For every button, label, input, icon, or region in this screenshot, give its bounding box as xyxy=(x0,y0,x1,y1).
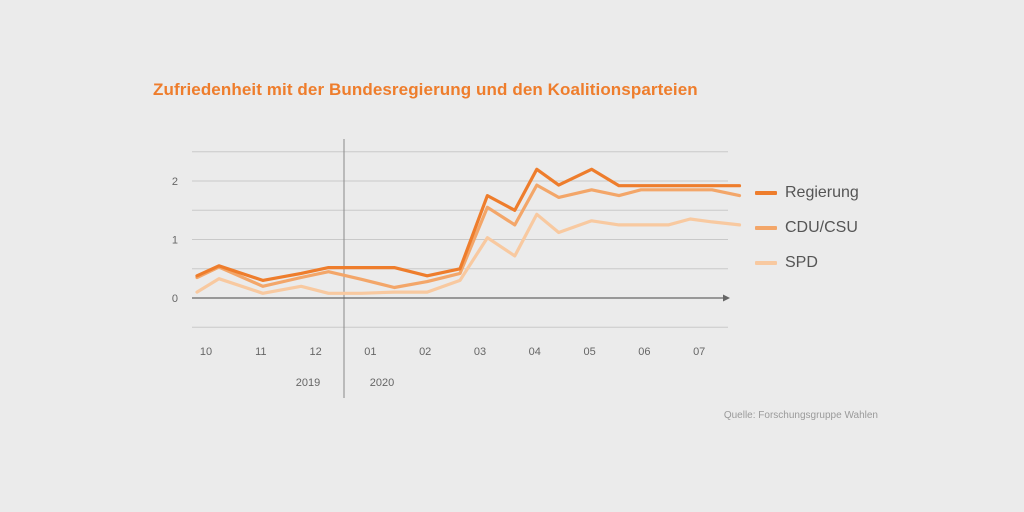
legend-label-regierung: Regierung xyxy=(785,183,859,201)
year-label: 2019 xyxy=(296,377,320,389)
legend-label-spd: SPD xyxy=(785,253,818,271)
year-label: 2020 xyxy=(370,377,394,389)
x-tick-label: 03 xyxy=(474,346,486,358)
x-axis-arrow xyxy=(723,294,730,302)
series-line-cdu xyxy=(195,183,742,290)
legend-item-spd[interactable]: SPD xyxy=(755,245,859,280)
y-tick-label: 2 xyxy=(172,176,178,188)
legend-item-cdu-csu[interactable]: CDU/CSU xyxy=(755,210,859,245)
x-tick-label: 06 xyxy=(638,346,650,358)
x-tick-label: 04 xyxy=(529,346,541,358)
x-tick-label: 07 xyxy=(693,346,705,358)
y-tick-label: 1 xyxy=(172,235,178,247)
legend-label-cdu-csu: CDU/CSU xyxy=(785,218,858,236)
x-tick-label: 02 xyxy=(419,346,431,358)
legend-item-regierung[interactable]: Regierung xyxy=(755,175,859,210)
x-tick-label: 10 xyxy=(200,346,212,358)
x-tick-label: 11 xyxy=(255,346,266,358)
legend-swatch-cdu-csu xyxy=(755,225,777,230)
chart-title: Zufriedenheit mit der Bundesregierung un… xyxy=(153,80,698,99)
series-line-regierung xyxy=(195,167,742,282)
legend-swatch-regierung xyxy=(755,190,777,195)
x-tick-label: 05 xyxy=(583,346,595,358)
y-tick-label: 0 xyxy=(172,293,178,305)
source-note: Quelle: Forschungsgruppe Wahlen xyxy=(723,410,878,421)
legend: Regierung CDU/CSU SPD xyxy=(755,175,859,280)
x-tick-label: 01 xyxy=(364,346,376,358)
series-line-spd xyxy=(195,212,742,295)
x-tick-label: 12 xyxy=(309,346,321,358)
legend-swatch-spd xyxy=(755,260,777,265)
